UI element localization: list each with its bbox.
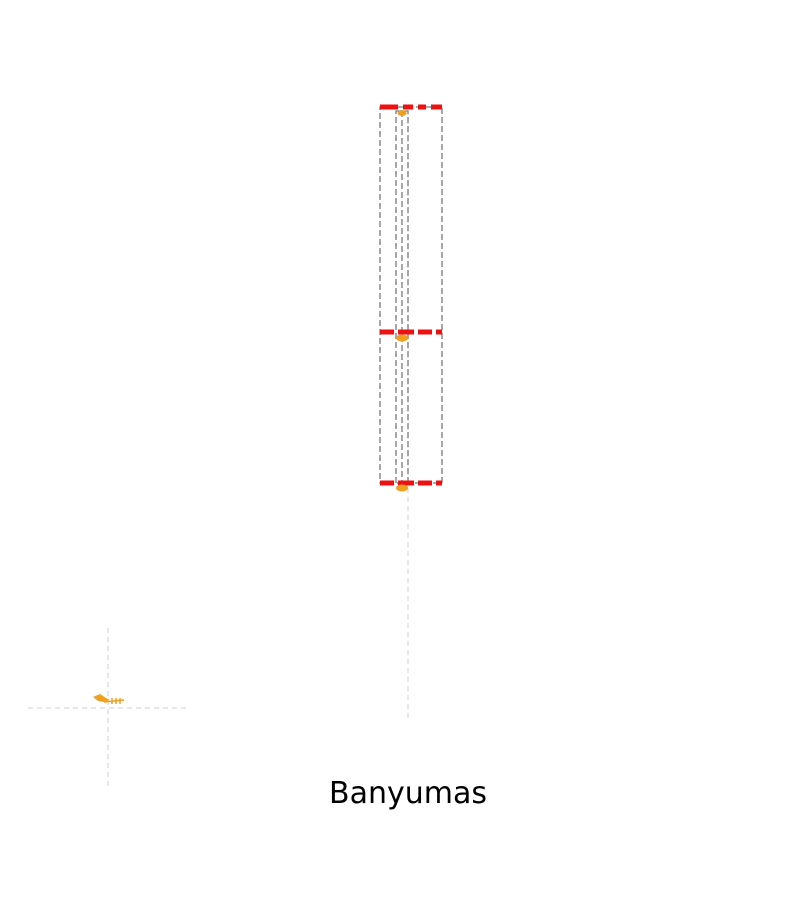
red-boundaries bbox=[380, 104, 442, 486]
guide-lines bbox=[28, 110, 409, 790]
marker-cluster-shape bbox=[93, 694, 110, 702]
location-markers bbox=[396, 110, 408, 492]
region-outline bbox=[379, 106, 443, 484]
marker-bottom[interactable] bbox=[396, 484, 408, 492]
outline-box-outer bbox=[379, 106, 443, 484]
marker-middle[interactable] bbox=[396, 334, 408, 342]
marker-top[interactable] bbox=[397, 110, 407, 116]
region-label: Banyumas bbox=[329, 776, 487, 811]
marker-cluster-tail bbox=[103, 698, 125, 704]
marker-cluster[interactable] bbox=[93, 694, 125, 704]
